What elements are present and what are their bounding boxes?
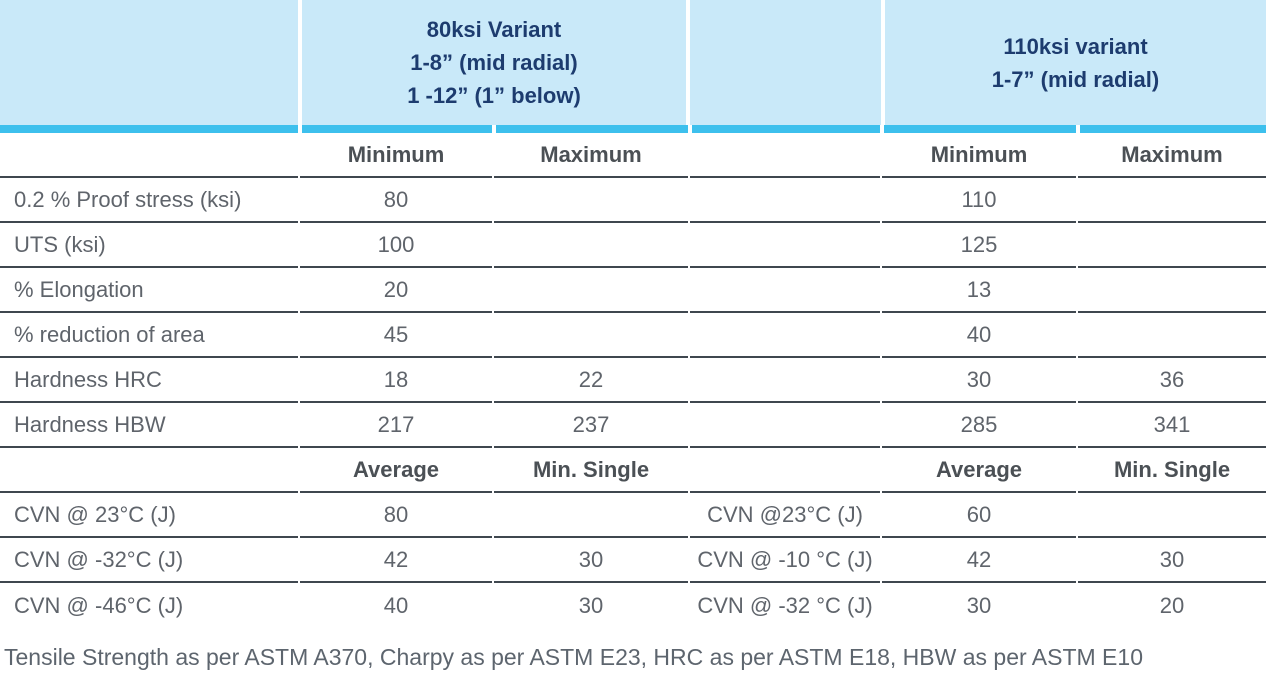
cell-value: [494, 268, 688, 313]
accent-bar-segment: [884, 125, 1076, 133]
cell-value: 36: [1078, 358, 1266, 403]
accent-bar-segment: [692, 125, 880, 133]
row-label: % reduction of area: [0, 313, 298, 358]
column-subheader: [690, 133, 880, 178]
cell-value: 45: [300, 313, 492, 358]
header-cell-80ksi-variant: 80ksi Variant 1-8” (mid radial) 1 -12” (…: [302, 0, 686, 125]
column-subheader: Maximum: [494, 133, 688, 178]
cell-value: [1078, 268, 1266, 313]
variant-110-title: 110ksi variant: [1003, 33, 1148, 59]
column-subheader: [0, 448, 298, 493]
column-subheader: [0, 133, 298, 178]
cell-value: 40: [882, 313, 1076, 358]
variant-80-size-2: 1 -12” (1” below): [407, 83, 581, 108]
table-row: Hardness HBW 217 237 285 341: [0, 403, 1266, 448]
cell-value: 42: [882, 538, 1076, 583]
cell-value: 125: [882, 223, 1076, 268]
cell-value: 13: [882, 268, 1076, 313]
cell-value: 30: [966, 592, 992, 618]
cell-value: 285: [882, 403, 1076, 448]
variant-110-size-1: 1-7” (mid radial): [991, 66, 1160, 92]
cell-value: 40: [383, 592, 409, 618]
row-label: UTS (ksi): [0, 223, 298, 268]
cell-value: [1078, 178, 1266, 223]
column-subheader: Average: [882, 448, 1076, 493]
cell-value: [1078, 313, 1266, 358]
cell-value: [690, 313, 880, 358]
cell-value: 237: [494, 403, 688, 448]
cvn-condition-label: CVN @ -32 °C (J): [697, 592, 873, 618]
cell-value: 20: [1159, 592, 1185, 618]
cell-value: 30: [1078, 538, 1266, 583]
row-label: % Elongation: [0, 268, 298, 313]
header-cell-empty-middle: [690, 0, 881, 125]
row-label: CVN @ -32°C (J): [0, 538, 298, 583]
column-subheader: [690, 448, 880, 493]
standards-footnote: Tensile Strength as per ASTM A370, Charp…: [4, 644, 1143, 670]
cell-value: 60: [882, 493, 1076, 538]
cell-value: [690, 268, 880, 313]
accent-bar: [0, 125, 1266, 133]
cell-value: [494, 493, 688, 538]
header-cell-110ksi-variant: 110ksi variant 1-7” (mid radial): [885, 0, 1266, 125]
table-row: CVN @ 23°C (J) 80 CVN @23°C (J) 60: [0, 493, 1266, 538]
cell-value: 42: [300, 538, 492, 583]
column-subheader: Maximum: [1078, 133, 1266, 178]
table-row: Hardness HRC 18 22 30 36: [0, 358, 1266, 403]
table-header-band: 80ksi Variant 1-8” (mid radial) 1 -12” (…: [0, 0, 1266, 125]
cell-value: [494, 313, 688, 358]
variant-80-size-1: 1-8” (mid radial): [410, 50, 578, 75]
header-cell-empty-left: [0, 0, 298, 125]
table-row: CVN @ -46°C (J) 40 30 CVN @ -32 °C (J) 30 20: [0, 583, 1266, 628]
cell-value: 20: [300, 268, 492, 313]
cell-value: [494, 178, 688, 223]
cell-value: 30: [578, 592, 604, 618]
cell-value: [1078, 223, 1266, 268]
column-subheader-row: Average Min. Single Average Min. Single: [0, 448, 1266, 493]
column-subheader-row: Minimum Maximum Minimum Maximum: [0, 133, 1266, 178]
column-subheader: Min. Single: [1078, 448, 1266, 493]
cell-value: 110: [882, 178, 1076, 223]
column-subheader: Average: [300, 448, 492, 493]
accent-bar-segment: [302, 125, 492, 133]
cell-value: 30: [882, 358, 1076, 403]
column-subheader: Min. Single: [494, 448, 688, 493]
row-label: Hardness HRC: [0, 358, 298, 403]
accent-bar-segment: [0, 125, 298, 133]
cell-value: 217: [300, 403, 492, 448]
cvn-condition-label: CVN @23°C (J): [690, 493, 880, 538]
table-row: 0.2 % Proof stress (ksi) 80 110: [0, 178, 1266, 223]
table-row: % reduction of area 45 40: [0, 313, 1266, 358]
cell-value: 18: [300, 358, 492, 403]
row-label: 0.2 % Proof stress (ksi): [0, 178, 298, 223]
cell-value: [690, 358, 880, 403]
cell-value: 30: [494, 538, 688, 583]
variant-80-title: 80ksi Variant: [426, 17, 562, 42]
cell-value: 80: [300, 493, 492, 538]
accent-bar-segment: [1080, 125, 1266, 133]
column-subheader: Minimum: [882, 133, 1076, 178]
table-row: % Elongation 20 13: [0, 268, 1266, 313]
column-subheader: Minimum: [300, 133, 492, 178]
accent-bar-segment: [496, 125, 688, 133]
row-label: CVN @ -46°C (J): [14, 592, 184, 618]
cell-value: [494, 223, 688, 268]
cell-value: 100: [300, 223, 492, 268]
table-row: CVN @ -32°C (J) 42 30 CVN @ -10 °C (J) 42 30: [0, 538, 1266, 583]
cell-value: [690, 223, 880, 268]
cell-value: 341: [1078, 403, 1266, 448]
cvn-condition-label: CVN @ -10 °C (J): [690, 538, 880, 583]
cell-value: [690, 178, 880, 223]
row-label: Hardness HBW: [0, 403, 298, 448]
row-label: CVN @ 23°C (J): [0, 493, 298, 538]
cell-value: [1078, 493, 1266, 538]
table-row: UTS (ksi) 100 125: [0, 223, 1266, 268]
cell-value: 80: [300, 178, 492, 223]
cell-value: 22: [494, 358, 688, 403]
properties-table: Minimum Maximum Minimum Maximum 0.2 % Proof …: [0, 133, 1266, 628]
cell-value: [690, 403, 880, 448]
